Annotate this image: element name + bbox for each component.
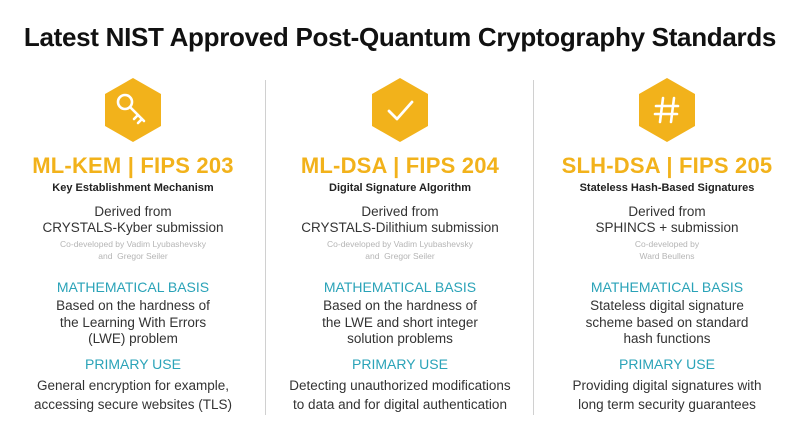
primary-use-text: General encryption for example, accessin… xyxy=(33,378,233,412)
primary-use-heading: PRIMARY USE xyxy=(352,356,448,372)
standard-card-ml-kem: ML-KEM | FIPS 203 Key Establishment Mech… xyxy=(0,70,266,422)
standard-card-ml-dsa: ML-DSA | FIPS 204 Digital Signature Algo… xyxy=(267,70,533,422)
standards-columns: ML-KEM | FIPS 203 Key Establishment Mech… xyxy=(0,70,800,422)
derived-from-text: Derived from SPHINCS + submission xyxy=(595,204,739,235)
checkmark-icon xyxy=(372,78,428,142)
primary-use-heading: PRIMARY USE xyxy=(85,356,181,372)
mathematical-basis-heading: MATHEMATICAL BASIS xyxy=(56,279,210,295)
codeveloped-text: Co-developed by Ward Beullens xyxy=(634,239,700,261)
primary-use-text: Detecting unauthorized modifications to … xyxy=(289,378,511,412)
mathematical-basis-text: Based on the hardness of the LWE and sho… xyxy=(322,298,478,346)
mathematical-basis-heading: MATHEMATICAL BASIS xyxy=(323,279,477,295)
standard-name: ML-DSA | FIPS 204 xyxy=(300,153,500,178)
standard-full-name: Stateless Hash-Based Signatures xyxy=(579,182,755,194)
hash-icon xyxy=(639,78,695,142)
standard-full-name: Key Establishment Mechanism xyxy=(52,182,214,194)
mathematical-basis-text: Stateless digital signature scheme based… xyxy=(585,298,749,346)
standard-name: ML-KEM | FIPS 203 xyxy=(32,153,234,178)
codeveloped-text: Co-developed by Vadim Lyubashevsky and G… xyxy=(327,239,473,261)
mathematical-basis-text: Based on the hardness of the Learning Wi… xyxy=(56,298,210,346)
standard-name: SLH-DSA | FIPS 205 xyxy=(561,153,773,178)
standard-card-slh-dsa: SLH-DSA | FIPS 205 Stateless Hash-Based … xyxy=(534,70,800,422)
primary-use-text: Providing digital signatures with long t… xyxy=(572,378,762,412)
primary-use-heading: PRIMARY USE xyxy=(619,356,715,372)
mathematical-basis-heading: MATHEMATICAL BASIS xyxy=(590,279,744,295)
column-divider xyxy=(533,80,534,415)
derived-from-text: Derived from CRYSTALS-Dilithium submissi… xyxy=(301,204,499,235)
standard-full-name: Digital Signature Algorithm xyxy=(329,182,471,194)
key-icon xyxy=(105,78,161,142)
codeveloped-text: Co-developed by Vadim Lyubashevsky and G… xyxy=(60,239,206,261)
page-title: Latest NIST Approved Post-Quantum Crypto… xyxy=(23,22,777,52)
column-divider xyxy=(265,80,266,415)
derived-from-text: Derived from CRYSTALS-Kyber submission xyxy=(42,204,224,235)
